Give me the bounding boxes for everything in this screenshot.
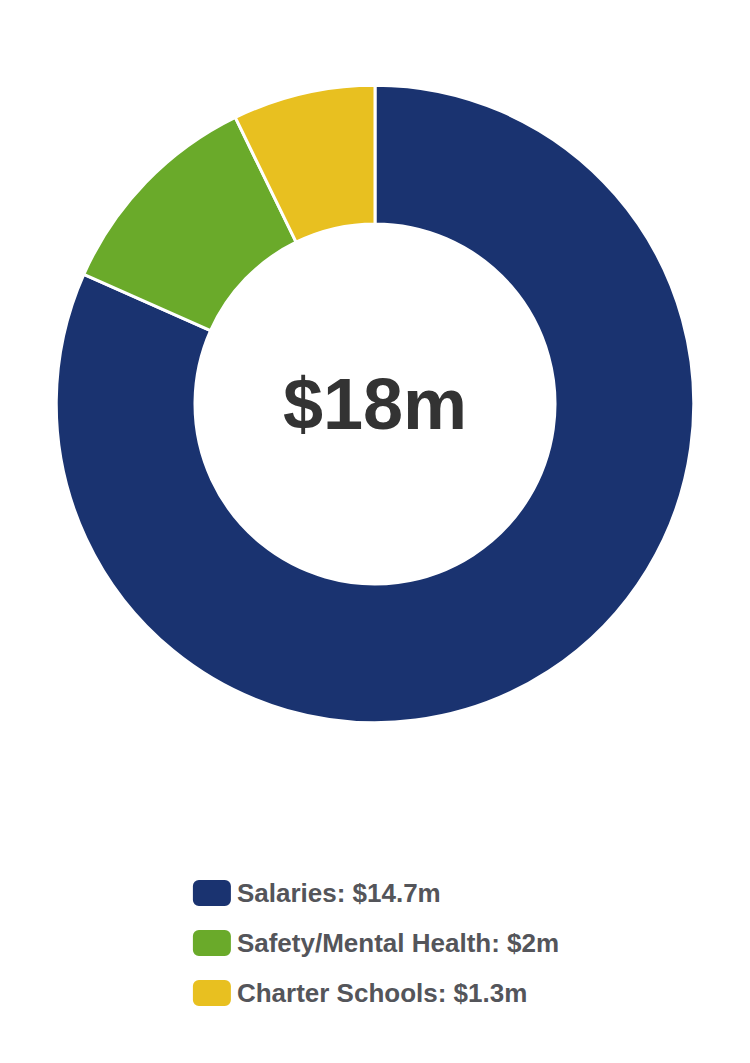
svg-text:Salaries: $14.7m: Salaries: $14.7m [237,878,441,908]
svg-text:Charter Schools: $1.3m: Charter Schools: $1.3m [237,978,527,1008]
svg-text:$18m: $18m [283,364,467,444]
svg-text:Safety/Mental Health: $2m: Safety/Mental Health: $2m [237,928,559,958]
